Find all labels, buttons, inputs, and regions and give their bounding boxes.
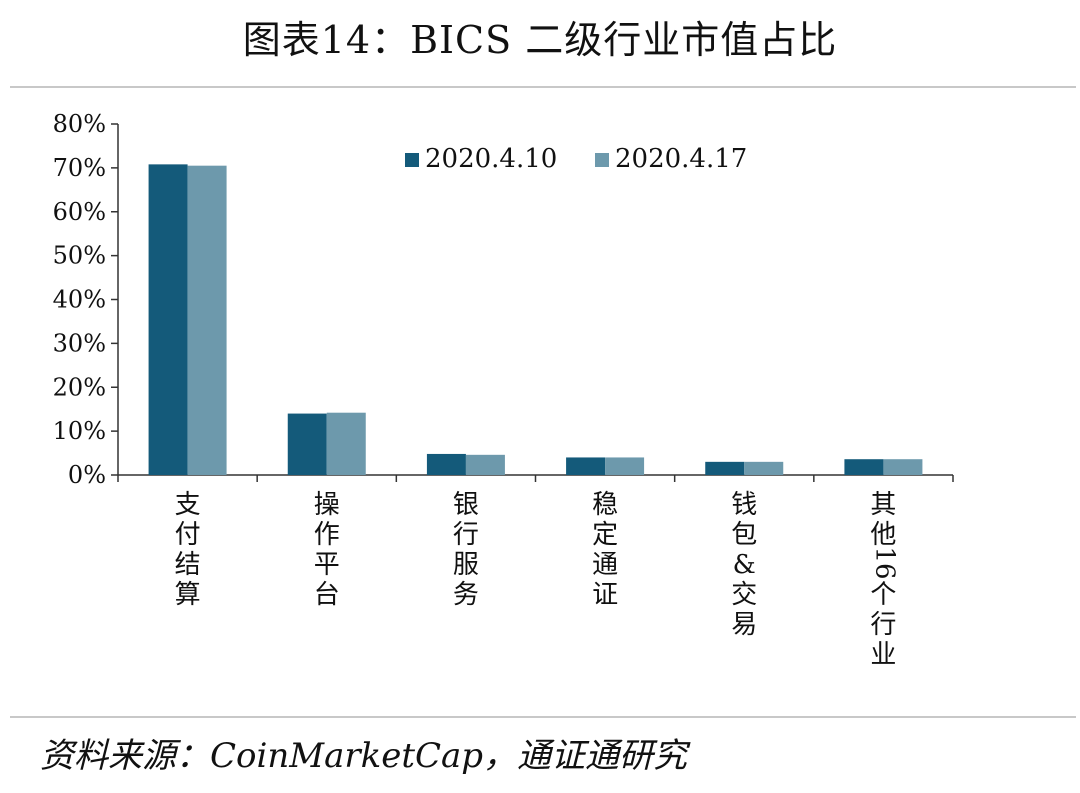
bar-series-1	[287, 413, 327, 475]
x-category-label: 行	[453, 520, 479, 550]
x-category-label: 作	[314, 520, 340, 550]
y-tick-label: 40%	[53, 286, 106, 314]
bottom-divider	[10, 716, 1076, 718]
source-note: 资料来源：CoinMarketCap，通证通研究	[40, 736, 688, 776]
y-tick-label: 60%	[53, 198, 106, 226]
x-category-label: 操	[314, 490, 340, 520]
bar-series-2	[883, 459, 923, 475]
x-category-label: 稳	[592, 490, 618, 520]
x-category-label: 平	[314, 550, 340, 580]
x-category-label: 其	[870, 490, 896, 520]
bar-series-2	[744, 461, 784, 475]
bar-series-2	[605, 457, 645, 475]
bar-series-2	[187, 165, 227, 475]
bar-series-1	[566, 457, 606, 475]
legend-label-2: 2020.4.17	[615, 144, 747, 174]
bar-series-2	[465, 454, 505, 475]
bar-series-1	[426, 453, 466, 475]
y-tick-label: 20%	[53, 373, 106, 401]
legend-swatch-2	[595, 153, 609, 167]
y-tick-label: 50%	[53, 242, 106, 270]
x-category-label: 16	[869, 546, 899, 579]
x-category-label: 支	[175, 490, 201, 520]
chart-title: 图表14：BICS 二级行业市值占比	[242, 18, 838, 62]
x-category-label: 服	[453, 550, 479, 580]
y-tick-label: 30%	[53, 329, 106, 357]
x-category-label: &	[733, 550, 756, 580]
x-category-label: 包	[731, 520, 757, 550]
legend-swatch-1	[405, 153, 419, 167]
bar-series-2	[326, 412, 366, 475]
x-category-label: 他	[870, 520, 896, 550]
x-category-label: 易	[731, 610, 757, 640]
bar-series-1	[705, 461, 745, 475]
x-category-label: 付	[175, 520, 201, 550]
bar-series-1	[148, 164, 188, 475]
y-tick-label: 80%	[53, 110, 106, 138]
bar-series-1	[844, 459, 884, 475]
y-tick-label: 70%	[53, 154, 106, 182]
x-category-label: 交	[731, 580, 757, 610]
x-category-label: 业	[870, 640, 896, 670]
x-category-label: 钱	[731, 490, 757, 520]
x-category-label: 个	[870, 580, 896, 610]
y-tick-label: 0%	[68, 461, 106, 489]
x-category-label: 算	[175, 580, 201, 610]
legend-label-1: 2020.4.10	[425, 144, 557, 174]
bar-chart-svg: 0%10%20%30%40%50%60%70%80%支付结算操作平台银行服务稳定…	[53, 110, 954, 670]
x-category-label: 定	[592, 520, 618, 550]
y-tick-label: 10%	[53, 417, 106, 445]
top-divider	[10, 86, 1076, 88]
x-category-label: 证	[592, 580, 618, 610]
x-category-label: 务	[453, 580, 479, 610]
x-category-label: 台	[314, 580, 340, 610]
x-category-label: 结	[175, 550, 201, 580]
x-category-label: 银	[453, 490, 479, 520]
bar-chart: 0% 10% 20% 30% 40% 50% 60% 70% 80% 支付结算操作平台银行服务稳定…	[0, 88, 1080, 714]
x-category-label: 通	[592, 550, 618, 580]
x-category-label: 行	[870, 610, 896, 640]
